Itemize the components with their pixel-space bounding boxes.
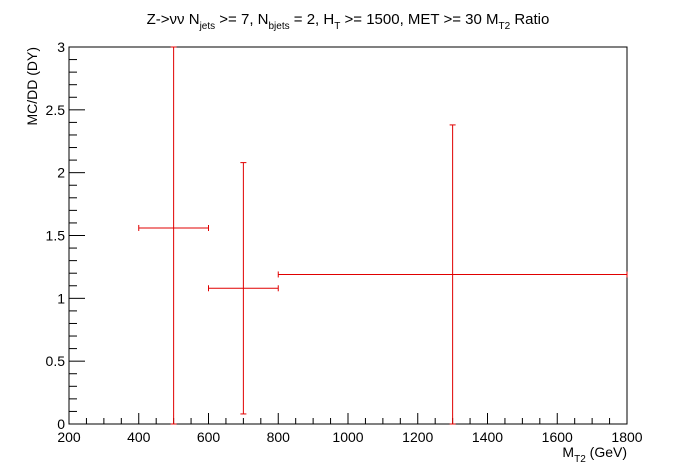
x-tick-label: 1600 bbox=[542, 429, 573, 445]
subscript-text: T2 bbox=[499, 21, 511, 32]
y-tick-label: 2.5 bbox=[46, 102, 66, 118]
x-tick-label: 800 bbox=[267, 429, 291, 445]
subscript-text: bjets bbox=[269, 21, 290, 32]
subscript-text: jets bbox=[199, 21, 216, 32]
plot-frame bbox=[68, 46, 628, 425]
y-axis-label: MC/DD (DY) bbox=[24, 47, 40, 126]
text-segment: M bbox=[562, 444, 574, 460]
y-tick-label: 3 bbox=[57, 39, 65, 55]
x-tick-label: 1400 bbox=[472, 429, 503, 445]
y-tick-label: 1.5 bbox=[46, 228, 66, 244]
x-tick-label: 400 bbox=[127, 429, 151, 445]
subscript-text: T bbox=[334, 21, 340, 32]
x-tick-label: 1000 bbox=[332, 429, 363, 445]
text-segment: Z->νν N bbox=[147, 11, 200, 28]
y-tick-label: 0 bbox=[57, 416, 65, 432]
x-tick-label: 600 bbox=[197, 429, 221, 445]
data-points bbox=[138, 46, 628, 425]
x-tick-label: 1800 bbox=[611, 429, 642, 445]
x-axis: 200 400 600 800 1000 1200 1400 1600 1800 bbox=[57, 413, 643, 445]
chart-title: Z->νν Njets >= 7, Nbjets = 2, HT >= 1500… bbox=[147, 11, 550, 32]
text-segment: = 2, H bbox=[290, 11, 335, 28]
y-axis: 0 0.5 1 1.5 2 2.5 3 bbox=[46, 39, 85, 432]
data-point-3 bbox=[277, 124, 628, 425]
text-segment: >= 1500, MET >= 30 M bbox=[340, 11, 498, 28]
data-point-2 bbox=[208, 162, 279, 415]
x-tick-label: 1200 bbox=[402, 429, 433, 445]
text-segment: (GeV) bbox=[586, 444, 627, 460]
y-tick-label: 0.5 bbox=[46, 353, 66, 369]
x-tick-label: 200 bbox=[57, 429, 81, 445]
x-axis-label: MT2 (GeV) bbox=[562, 444, 627, 465]
data-point-1 bbox=[138, 46, 209, 425]
text-segment: >= 7, N bbox=[215, 11, 268, 28]
y-tick-label: 2 bbox=[57, 165, 65, 181]
text-segment: Ratio bbox=[510, 11, 549, 28]
y-tick-label: 1 bbox=[57, 290, 65, 306]
subscript-text: T2 bbox=[574, 454, 586, 465]
